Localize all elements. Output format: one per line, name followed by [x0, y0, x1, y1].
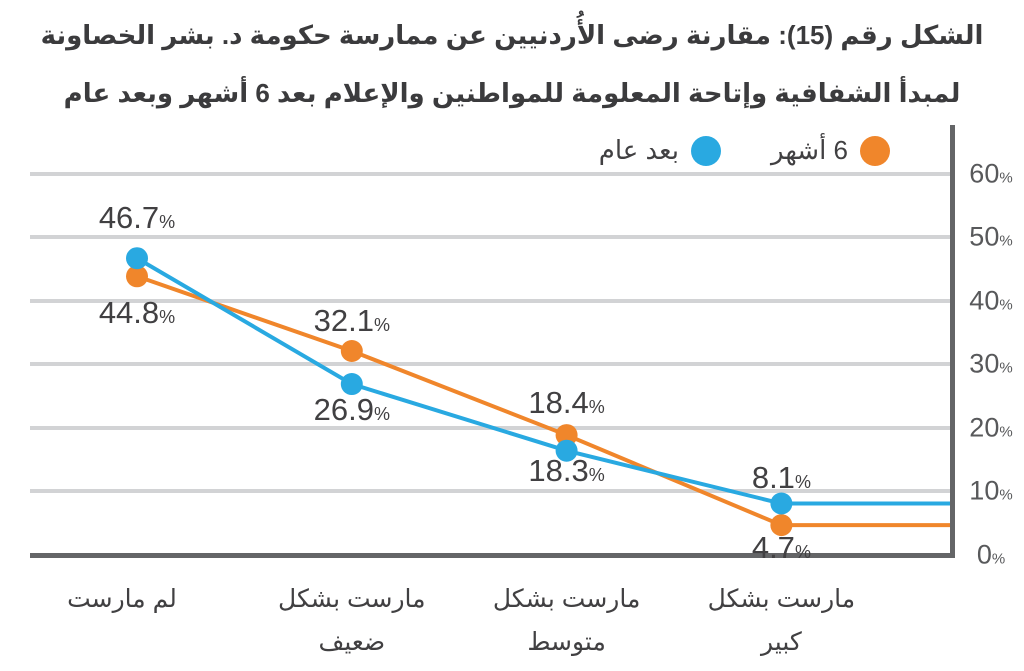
x-label-0: لم مارست	[67, 585, 177, 613]
legend: 6 أشهر بعد عام	[599, 135, 890, 166]
x-label-3: مارست بشكل كبير	[707, 585, 856, 656]
legend-label-after-year: بعد عام	[598, 135, 679, 165]
y-tick-0: 0%	[976, 539, 1006, 570]
data-point-s0-c0	[126, 265, 148, 288]
y-tick-30: 30%	[969, 348, 1013, 379]
x-axis-line	[30, 553, 955, 558]
legend-item-6-months: 6 أشهر	[771, 135, 890, 166]
data-point-s0-c1	[340, 340, 363, 363]
x-label-1: مارست بشكل ضعيف	[278, 585, 426, 656]
data-label-s0-c3: 4.7%	[751, 530, 811, 566]
gridline-30	[30, 362, 950, 367]
y-tick-10: 10%	[969, 475, 1013, 506]
y-tick-50: 50%	[969, 221, 1013, 252]
data-label-s1-c3: 8.1%	[751, 459, 811, 495]
gridline-10	[30, 489, 950, 494]
gridline-50	[30, 235, 950, 240]
chart-title: الشكل رقم (15): مقارنة رضى الأُردنيين عن…	[7, 6, 1017, 122]
legend-item-after-year: بعد عام	[599, 135, 721, 166]
chart-title-line1: الشكل رقم (15): مقارنة رضى الأُردنيين عن…	[40, 20, 984, 50]
data-label-s0-c0: 44.8%	[98, 295, 176, 331]
y-tick-40: 40%	[969, 285, 1013, 316]
chart-title-line2: لمبدأ الشفافية وإتاحة المعلومة للمواطنين…	[63, 78, 961, 108]
legend-label-6-months: 6 أشهر	[770, 135, 848, 165]
data-point-s1-c0	[126, 247, 148, 270]
data-label-s0-c2: 18.4%	[528, 385, 605, 421]
data-label-s1-c1: 26.9%	[313, 392, 390, 428]
gridline-20	[30, 425, 950, 430]
y-tick-20: 20%	[969, 412, 1013, 443]
x-label-2: مارست بشكل متوسط	[492, 585, 641, 656]
data-label-s1-c0: 46.7%	[98, 200, 176, 236]
orange-series-dot-icon	[860, 135, 890, 166]
y-axis-line	[950, 125, 955, 558]
data-point-s1-c3	[770, 492, 793, 515]
y-tick-60: 60%	[969, 158, 1013, 189]
data-label-s1-c2: 18.3%	[528, 452, 605, 488]
gridline-60	[30, 171, 950, 176]
data-label-s0-c1: 32.1%	[313, 303, 390, 338]
blue-series-dot-icon	[690, 135, 721, 166]
